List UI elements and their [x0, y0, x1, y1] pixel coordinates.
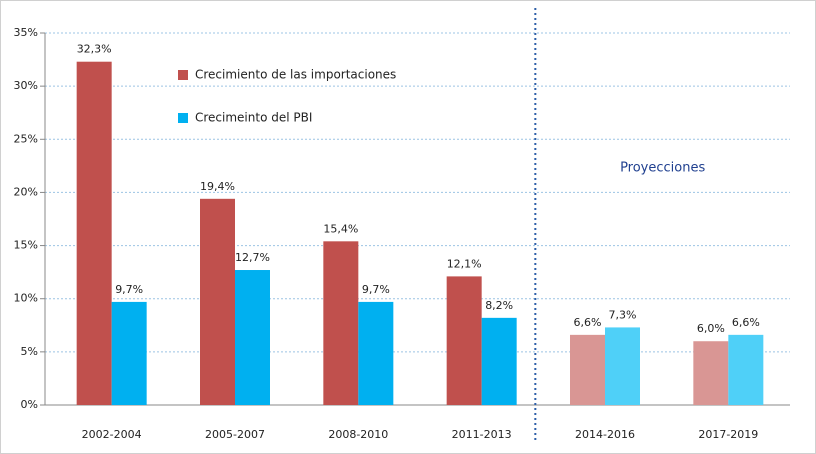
data-label: 9,7%: [115, 283, 143, 296]
x-tick-label: 2002-2004: [82, 428, 142, 441]
bar: [693, 341, 729, 405]
projection-label: Proyecciones: [620, 161, 705, 176]
data-label: 9,7%: [362, 283, 390, 296]
data-label: 6,6%: [732, 316, 760, 329]
data-label: 19,4%: [200, 180, 235, 193]
y-tick-label: 0%: [21, 398, 38, 411]
x-tick-label: 2017-2019: [698, 428, 758, 441]
x-tick-label: 2011-2013: [452, 428, 512, 441]
y-tick-label: 15%: [14, 239, 38, 252]
y-tick-label: 30%: [14, 79, 38, 92]
legend-label: Crecimeinto del PBI: [195, 111, 312, 125]
legend-swatch: [178, 70, 188, 80]
x-tick-label: 2008-2010: [328, 428, 388, 441]
bar: [605, 327, 640, 405]
bar: [323, 241, 359, 405]
y-tick-label: 5%: [21, 345, 38, 358]
data-label: 32,3%: [77, 43, 112, 56]
data-label: 6,6%: [574, 316, 602, 329]
data-label: 7,3%: [609, 308, 637, 321]
y-tick-label: 25%: [14, 132, 38, 145]
bar: [76, 61, 112, 405]
bar: [235, 270, 270, 405]
bar: [570, 334, 605, 405]
bar: [446, 276, 482, 405]
data-label: 8,2%: [485, 299, 513, 312]
x-tick-label: 2014-2016: [575, 428, 635, 441]
data-label: 6,0%: [697, 322, 725, 335]
bar: [358, 301, 394, 405]
bar: [200, 198, 235, 405]
data-label: 12,1%: [447, 257, 482, 270]
x-tick-label: 2005-2007: [205, 428, 265, 441]
bar: [111, 301, 147, 405]
data-label: 12,7%: [235, 251, 270, 264]
bar: [481, 317, 517, 405]
y-tick-label: 20%: [14, 185, 38, 198]
bar: [728, 334, 764, 405]
y-tick-label: 35%: [14, 26, 38, 39]
data-label: 15,4%: [323, 222, 358, 235]
legend-swatch: [178, 113, 188, 123]
legend-label: Crecimiento de las importaciones: [195, 68, 396, 82]
y-tick-label: 10%: [14, 292, 38, 305]
